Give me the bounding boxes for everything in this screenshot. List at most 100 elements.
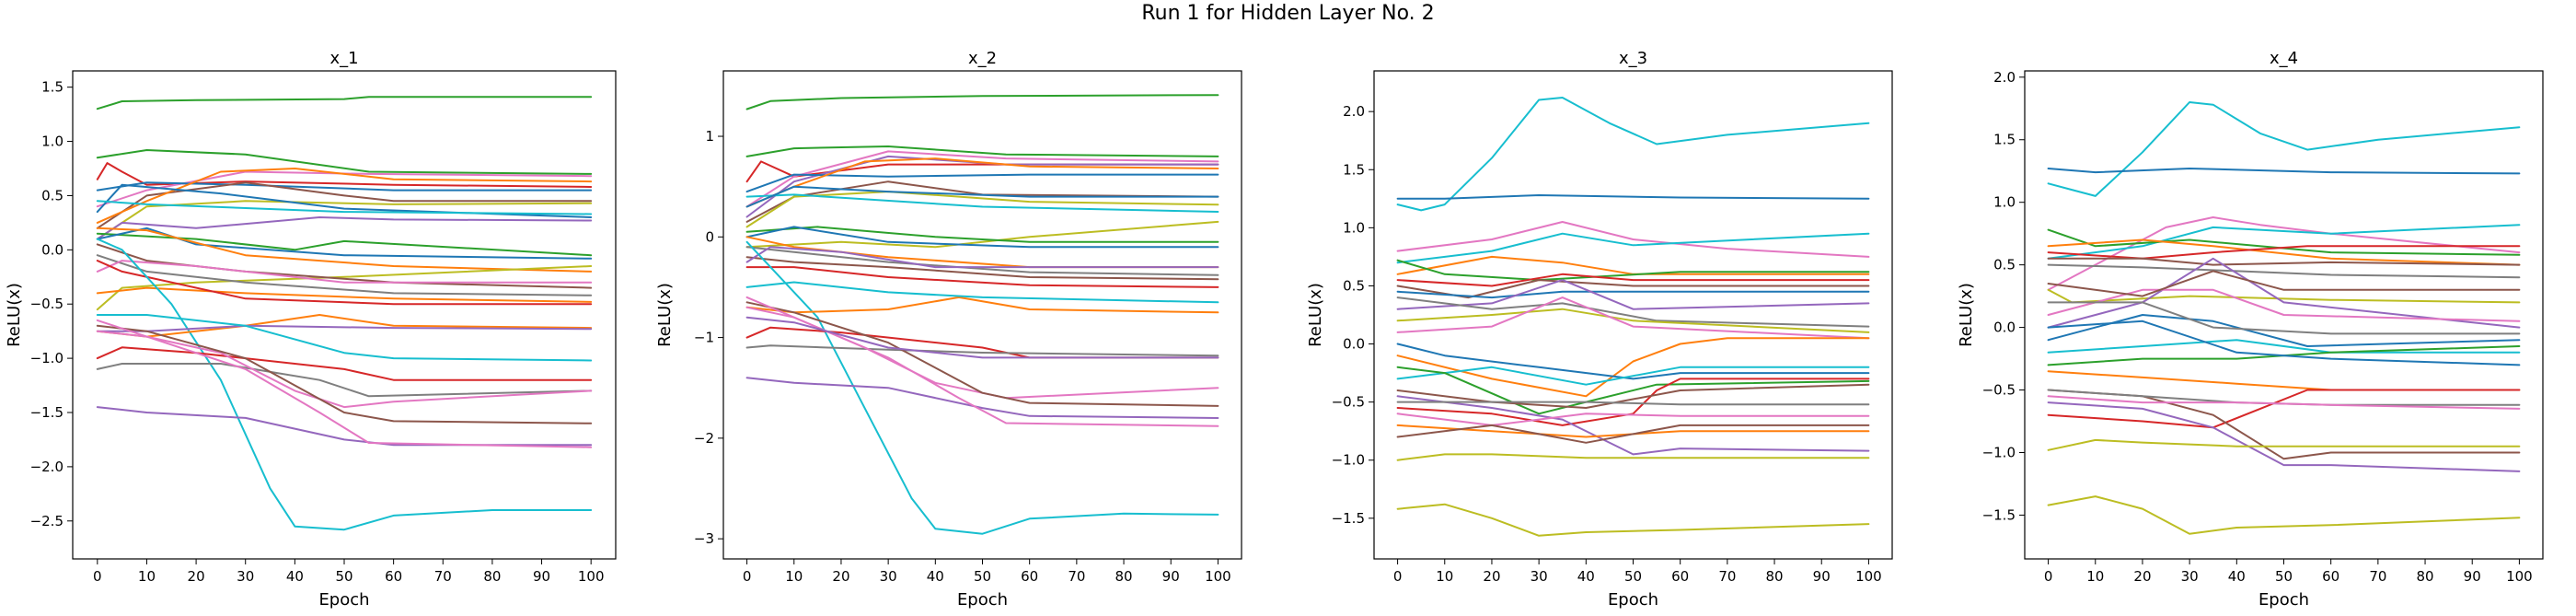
series-line-22 bbox=[2047, 395, 2521, 410]
series-group bbox=[2047, 101, 2521, 535]
series-line-1 bbox=[745, 94, 1219, 110]
y-tick-label: 0.0 bbox=[1343, 336, 1365, 353]
series-line-5 bbox=[2047, 228, 2521, 256]
series-line-15 bbox=[2047, 339, 2521, 354]
x-tick-label: 40 bbox=[2228, 568, 2246, 585]
series-line-7 bbox=[745, 157, 1219, 208]
y-tick-label: 0.5 bbox=[41, 187, 64, 203]
series-line-17 bbox=[2047, 370, 2521, 391]
y-tick-label: −1.5 bbox=[30, 404, 64, 421]
series-line-21 bbox=[1396, 401, 1870, 406]
series-line-6 bbox=[1396, 259, 1870, 282]
series-line-21 bbox=[96, 238, 593, 531]
series-line-26 bbox=[1396, 424, 1870, 444]
axes-frame bbox=[1373, 70, 1893, 560]
series-line-11 bbox=[96, 216, 593, 240]
y-tick-label: 1.0 bbox=[1343, 219, 1365, 236]
series-line-19 bbox=[96, 286, 593, 303]
x-axis-label: Epoch bbox=[1608, 590, 1658, 610]
series-line-22 bbox=[1396, 413, 1870, 426]
subplot-2: 0 10 20 30 40 50 60 70 80 90 100 −3 −2 −1 0 1 x_2 Epoch Re… bbox=[655, 49, 1242, 610]
series-group bbox=[96, 96, 593, 531]
x-tick-label: 20 bbox=[188, 568, 205, 585]
x-tick-label: 60 bbox=[2322, 568, 2339, 585]
series-line-17 bbox=[745, 256, 1219, 281]
x-tick-label: 50 bbox=[2275, 568, 2293, 585]
x-tick-label: 10 bbox=[2086, 568, 2104, 585]
series-line-5 bbox=[1396, 255, 1870, 275]
x-tick-label: 40 bbox=[927, 568, 944, 585]
series-line-26 bbox=[2047, 270, 2521, 297]
subplot-3: 0 10 20 30 40 50 60 70 80 90 100 −1.5 −1.0 −0.5 0.0 0.5… bbox=[1306, 49, 1893, 610]
x-tick-label: 100 bbox=[578, 568, 605, 585]
series-line-21 bbox=[745, 296, 1219, 314]
series-line-5 bbox=[745, 155, 1219, 218]
series-line-10 bbox=[745, 193, 1219, 213]
x-tick-label: 70 bbox=[1718, 568, 1736, 585]
y-tick-label: −1.0 bbox=[1332, 452, 1365, 469]
series-line-2 bbox=[2047, 168, 2521, 175]
y-tick-label: 2.0 bbox=[1343, 103, 1365, 120]
y-tick-label: 0.0 bbox=[41, 241, 64, 258]
x-tick-label: 30 bbox=[1531, 568, 1548, 585]
series-line-11 bbox=[1396, 296, 1870, 328]
y-tick-label: −1.0 bbox=[30, 350, 64, 366]
x-tick-label: 60 bbox=[1021, 568, 1038, 585]
series-line-13 bbox=[2047, 288, 2521, 322]
y-tick-label: 1.5 bbox=[41, 79, 64, 96]
y-tick-label: −1.0 bbox=[1982, 444, 2016, 460]
series-line-1 bbox=[1396, 97, 1870, 212]
series-line-12 bbox=[745, 220, 1219, 249]
y-tick-label: −3 bbox=[694, 530, 714, 547]
series-line-6 bbox=[745, 173, 1219, 193]
x-tick-label: 90 bbox=[1813, 568, 1831, 585]
series-line-16 bbox=[745, 246, 1219, 276]
series-line-29 bbox=[745, 316, 1219, 359]
y-tick-label: −1 bbox=[694, 330, 714, 346]
series-line-28 bbox=[96, 406, 593, 447]
series-line-20 bbox=[2047, 401, 2521, 472]
y-tick-label: −0.5 bbox=[1332, 394, 1365, 411]
series-line-23 bbox=[1396, 424, 1870, 438]
x-axis-label: Epoch bbox=[318, 590, 369, 610]
series-line-6 bbox=[2047, 238, 2521, 266]
y-tick-label: 0 bbox=[705, 228, 714, 245]
x-tick-label: 80 bbox=[1765, 568, 1783, 585]
x-tick-label: 60 bbox=[385, 568, 402, 585]
series-group bbox=[745, 94, 1219, 535]
series-group bbox=[1396, 97, 1870, 537]
y-tick-label: 1.5 bbox=[1343, 161, 1365, 178]
x-axis-label: Epoch bbox=[957, 590, 1008, 610]
series-line-1 bbox=[2047, 101, 2521, 197]
series-line-27 bbox=[745, 301, 1219, 407]
series-line-10 bbox=[2047, 288, 2521, 304]
series-line-18 bbox=[1396, 378, 1870, 426]
y-tick-label: −0.5 bbox=[1982, 382, 2016, 399]
series-line-8 bbox=[1396, 279, 1870, 299]
x-tick-label: 20 bbox=[2133, 568, 2151, 585]
series-line-8 bbox=[745, 180, 1219, 223]
x-tick-label: 30 bbox=[2181, 568, 2199, 585]
y-axis-label: ReLU(x) bbox=[1306, 283, 1325, 347]
x-tick-label: 100 bbox=[1855, 568, 1882, 585]
subplot-title: x_1 bbox=[329, 49, 358, 68]
series-line-2 bbox=[96, 149, 593, 175]
series-line-21 bbox=[2047, 389, 2521, 406]
series-line-14 bbox=[745, 226, 1219, 249]
x-tick-label: 70 bbox=[434, 568, 452, 585]
series-line-19 bbox=[1396, 383, 1870, 409]
x-tick-label: 10 bbox=[138, 568, 156, 585]
x-tick-label: 80 bbox=[1115, 568, 1132, 585]
series-line-9 bbox=[96, 183, 593, 218]
series-line-14 bbox=[96, 227, 593, 273]
y-tick-label: 0.5 bbox=[1343, 277, 1365, 294]
x-tick-label: 10 bbox=[1436, 568, 1453, 585]
series-line-20 bbox=[96, 260, 593, 306]
x-tick-label: 50 bbox=[974, 568, 991, 585]
subplot-title: x_4 bbox=[2270, 49, 2298, 68]
x-tick-label: 100 bbox=[1205, 568, 1231, 585]
x-tick-label: 60 bbox=[1671, 568, 1689, 585]
series-line-17 bbox=[96, 254, 593, 296]
series-line-9 bbox=[1396, 290, 1870, 299]
